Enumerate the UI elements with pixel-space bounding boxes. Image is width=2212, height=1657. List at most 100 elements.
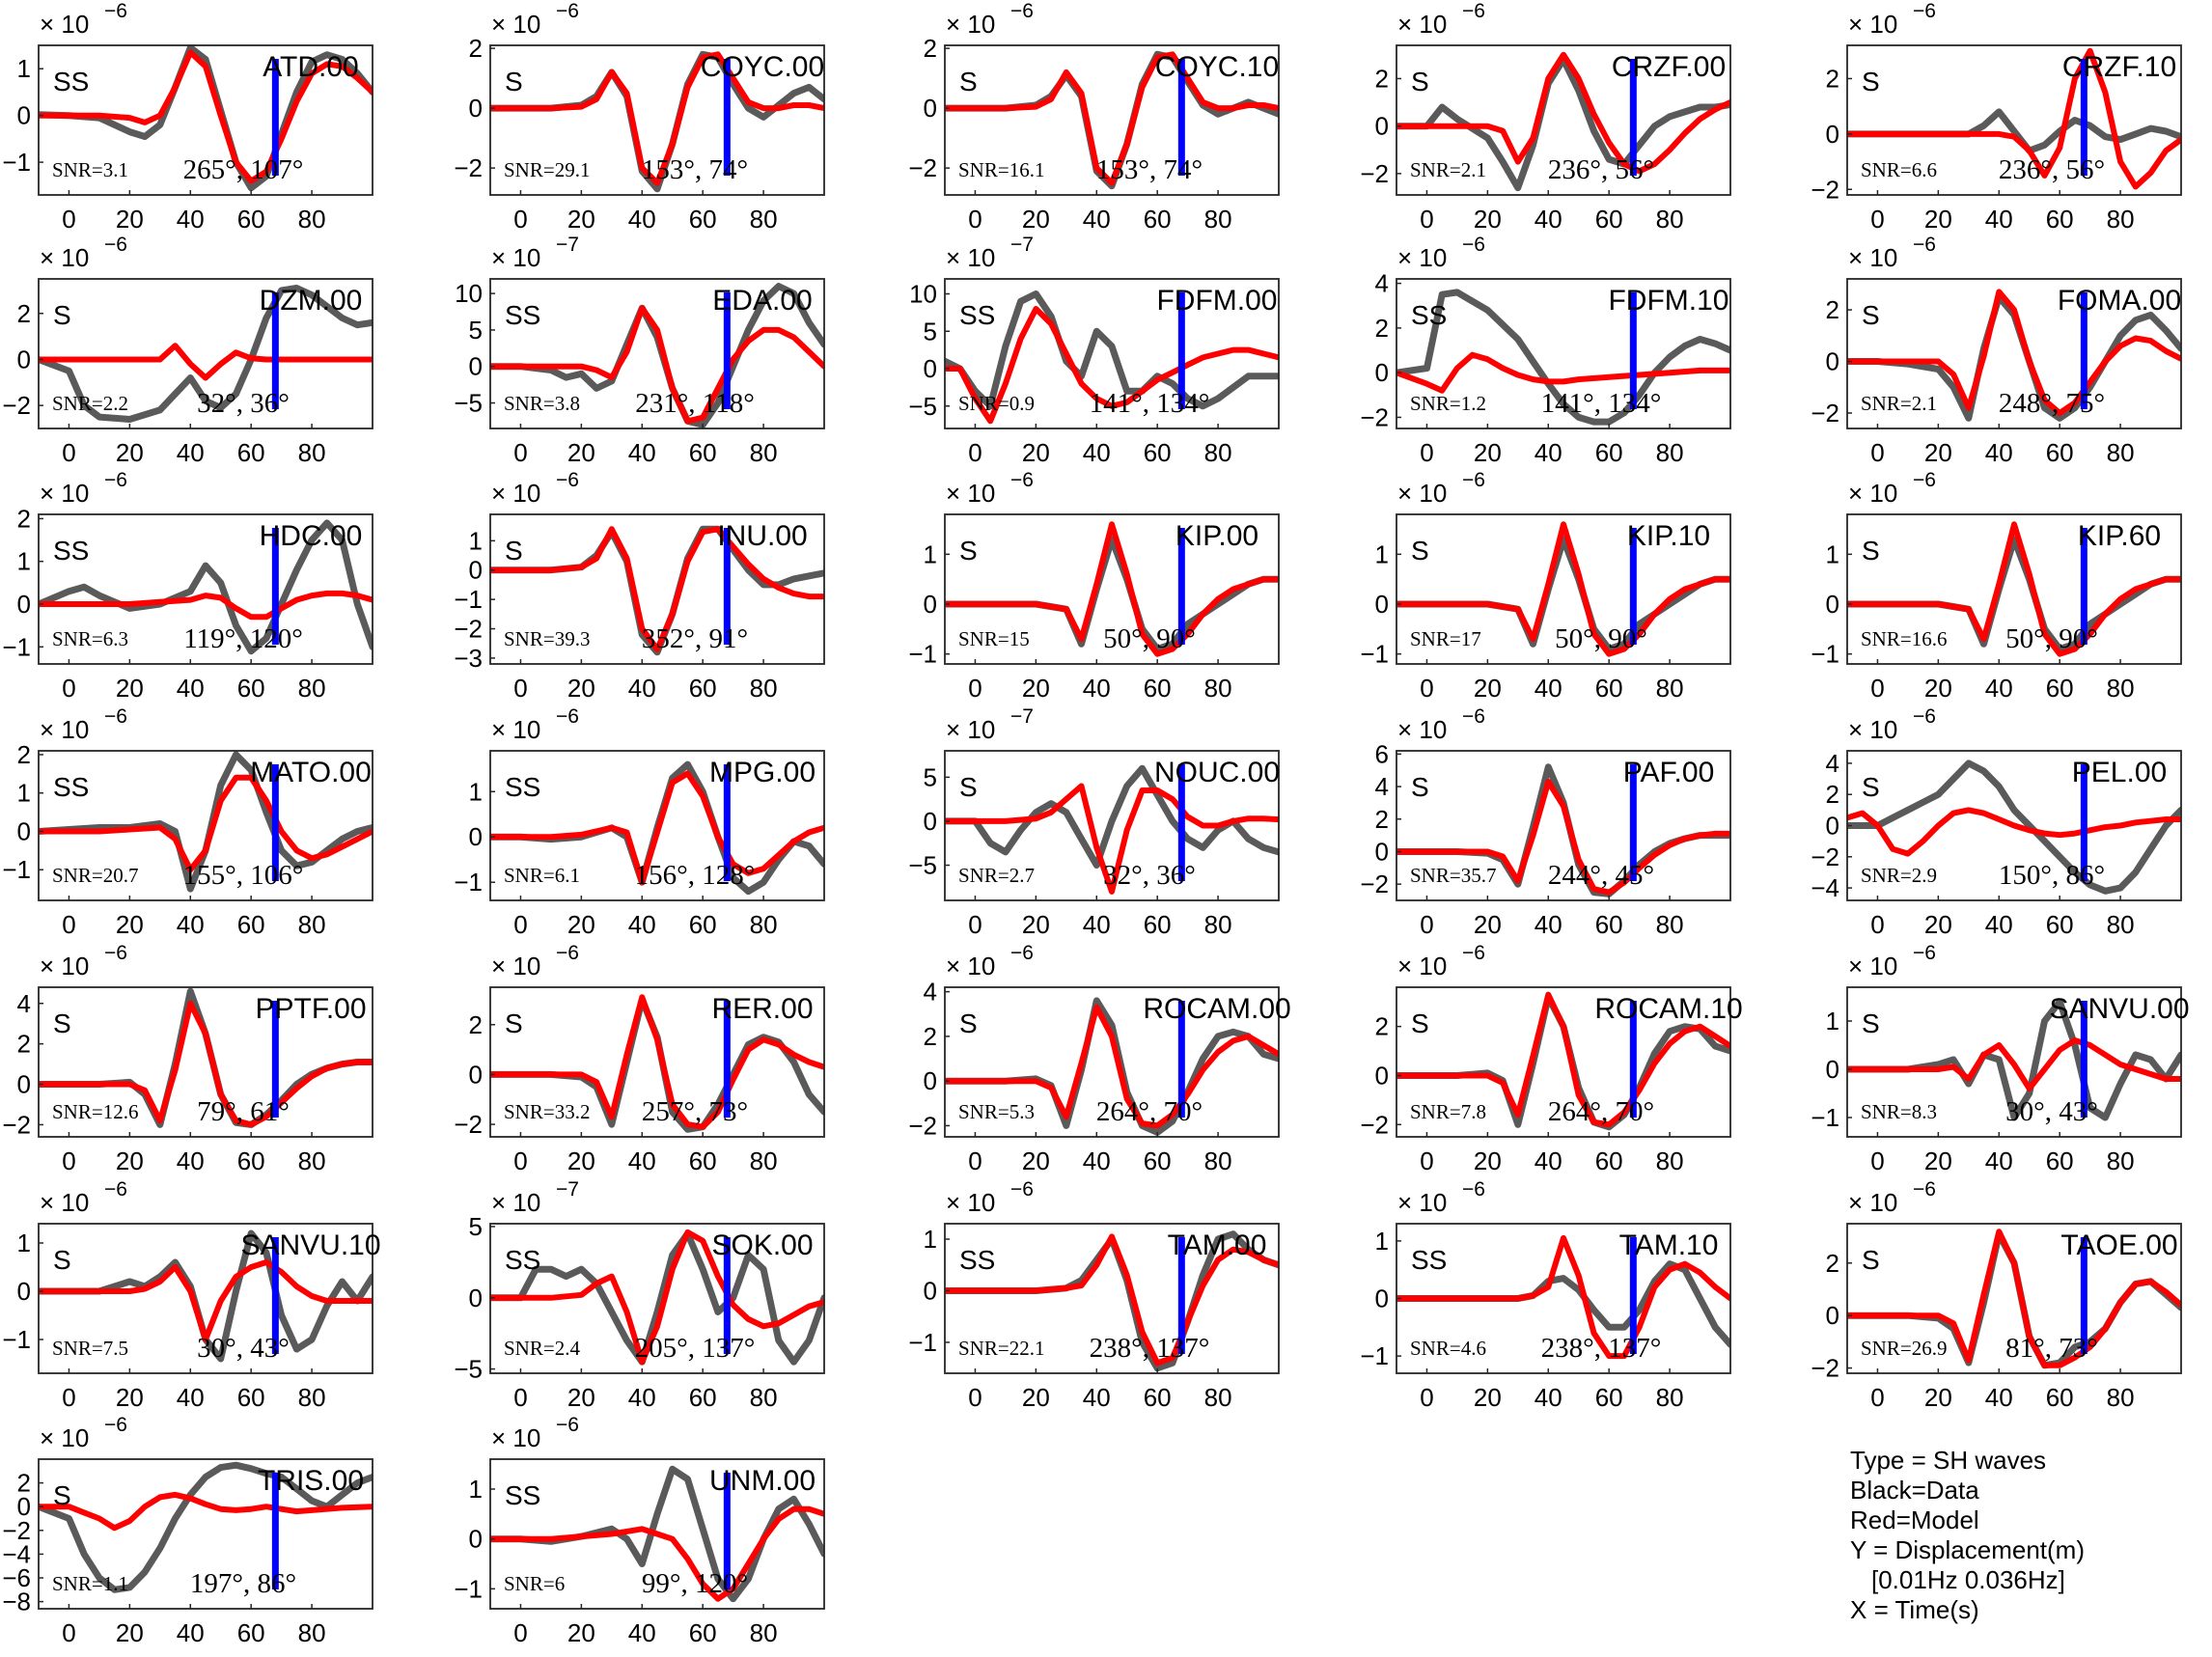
- x-tick-label: 40: [1535, 1146, 1562, 1175]
- y-tick-label: 2: [17, 504, 31, 533]
- model-trace: [945, 1004, 1279, 1129]
- y-tick-label: −2: [454, 615, 483, 644]
- y-tick-label: 0: [469, 1525, 483, 1554]
- y-tick-label: 0: [469, 352, 483, 381]
- x-tick-label: 60: [2046, 1146, 2074, 1175]
- model-trace: [490, 526, 824, 652]
- plot-frame: [489, 278, 825, 429]
- x-tick-label: 60: [237, 1146, 265, 1175]
- waveform-panel: 0 20 40 60 80 −5 0 5 × 10 −7 NOUC.00 S SNR=2.7 32°, 3…: [908, 705, 1280, 939]
- x-tick-label: 80: [1656, 438, 1684, 467]
- x-tick-label: 0: [62, 1618, 75, 1647]
- legend-notes: Type = SH waves Black=Data Red=Model Y =…: [1850, 1446, 2085, 1625]
- x-tick-label: 60: [2046, 1383, 2074, 1412]
- x-tick-label: 0: [513, 1146, 527, 1175]
- plot-frame: [38, 44, 373, 196]
- x-tick-label: 40: [1985, 205, 2013, 234]
- azimuth-takeoff-label: 244°, 45°: [1548, 860, 1654, 891]
- x-tick-label: 0: [513, 438, 527, 467]
- axis-exponent: × 10: [946, 715, 995, 744]
- y-tick-label: 1: [17, 54, 31, 83]
- plot-frame: [489, 513, 825, 665]
- x-tick-label: 60: [1144, 910, 1172, 939]
- y-tick-label: 0: [469, 1060, 483, 1089]
- phase-label: S: [959, 536, 978, 566]
- x-tick-label: 0: [62, 205, 75, 234]
- phase-label: SS: [505, 1480, 540, 1510]
- y-tick-label: 2: [1375, 314, 1389, 343]
- x-tick-label: 60: [1144, 205, 1172, 234]
- model-trace: [490, 1505, 824, 1602]
- x-tick-label: 40: [177, 1618, 205, 1647]
- x-tick-label: 20: [116, 1618, 144, 1647]
- azimuth-takeoff-label: 197°, 86°: [190, 1568, 296, 1599]
- x-tick-label: 0: [968, 1146, 982, 1175]
- y-tick-label: 2: [17, 299, 31, 328]
- x-tick-label: 20: [116, 205, 144, 234]
- axis-exponent-power: −6: [1462, 0, 1485, 22]
- x-tick-label: 80: [2107, 1146, 2135, 1175]
- x-tick-label: 40: [177, 438, 205, 467]
- x-tick-label: 80: [750, 438, 778, 467]
- station-title: DZM.00: [260, 285, 363, 317]
- station-title: TRIS.00: [258, 1465, 364, 1497]
- x-tick-label: 20: [1022, 205, 1050, 234]
- axis-exponent-power: −6: [556, 1414, 579, 1436]
- y-tick-label: 0: [924, 354, 937, 383]
- y-tick-label: 4: [17, 989, 31, 1018]
- x-tick-label: 80: [750, 910, 778, 939]
- snr-label: SNR=39.3: [504, 627, 590, 650]
- x-tick-label: 20: [1474, 674, 1502, 703]
- azimuth-takeoff-label: 236°, 56°: [1999, 154, 2105, 185]
- axis-exponent: × 10: [491, 479, 540, 508]
- data-trace: [39, 519, 373, 655]
- x-tick-label: 80: [298, 910, 326, 939]
- x-tick-label: 40: [628, 1146, 656, 1175]
- model-trace: [1847, 47, 2181, 190]
- snr-label: SNR=6.1: [504, 864, 580, 887]
- waveform-panel: 0 20 40 60 80 −1 0 1 × 10 −6 SANVU.00 S SNR=8.3 30°, …: [1811, 942, 2189, 1175]
- axis-exponent: × 10: [491, 10, 540, 39]
- plot-frame: [1846, 513, 2182, 665]
- data-trace: [490, 1229, 824, 1366]
- waveform-panel: 0 20 40 60 80 −1 0 1 × 10 −6 KIP.10 S SNR=17 50°, 90°: [1360, 469, 1731, 703]
- x-tick-label: 20: [567, 438, 595, 467]
- y-tick-label: 0: [1826, 590, 1839, 619]
- x-tick-label: 0: [1420, 1146, 1433, 1175]
- axis-exponent: × 10: [1397, 1188, 1447, 1217]
- plot-frame: [1396, 44, 1731, 196]
- x-tick-label: 80: [2107, 205, 2135, 234]
- plot-frame: [489, 750, 825, 901]
- y-tick-label: 1: [924, 539, 937, 568]
- y-tick-label: 4: [1375, 269, 1389, 298]
- axis-exponent-power: −6: [1462, 469, 1485, 491]
- legend-red: Red=Model: [1850, 1505, 1979, 1534]
- phase-label: S: [1862, 67, 1880, 97]
- x-tick-label: 60: [1595, 1383, 1623, 1412]
- x-tick-label: 40: [1535, 438, 1562, 467]
- axis-exponent: × 10: [1397, 952, 1447, 980]
- x-tick-label: 60: [689, 1146, 717, 1175]
- station-title: FOMA.00: [2058, 285, 2181, 317]
- azimuth-takeoff-label: 257°, 73°: [642, 1096, 748, 1127]
- plot-frame: [944, 750, 1280, 901]
- data-trace: [1847, 759, 2181, 895]
- azimuth-takeoff-label: 265°, 107°: [183, 154, 304, 185]
- waveform-panel: 0 20 40 60 80 −2 0 2 × 10 −6 DZM.00 S SNR=2.2 32°, 36…: [2, 234, 373, 467]
- x-tick-label: 80: [750, 674, 778, 703]
- x-tick-label: 80: [1204, 205, 1232, 234]
- y-tick-label: 1: [1375, 539, 1389, 568]
- model-trace: [1396, 51, 1730, 175]
- plot-frame: [38, 278, 373, 429]
- station-title: KIP.60: [2078, 520, 2161, 552]
- y-tick-label: 2: [924, 1022, 937, 1051]
- axis-exponent: × 10: [1848, 10, 1897, 39]
- snr-label: SNR=17: [1410, 627, 1481, 650]
- x-tick-label: 60: [1144, 1146, 1172, 1175]
- x-tick-label: 80: [298, 1146, 326, 1175]
- model-trace: [39, 774, 373, 873]
- x-tick-label: 40: [1985, 910, 2013, 939]
- x-tick-label: 40: [1985, 1146, 2013, 1175]
- x-tick-label: 20: [567, 1618, 595, 1647]
- y-tick-label: 0: [1826, 812, 1839, 841]
